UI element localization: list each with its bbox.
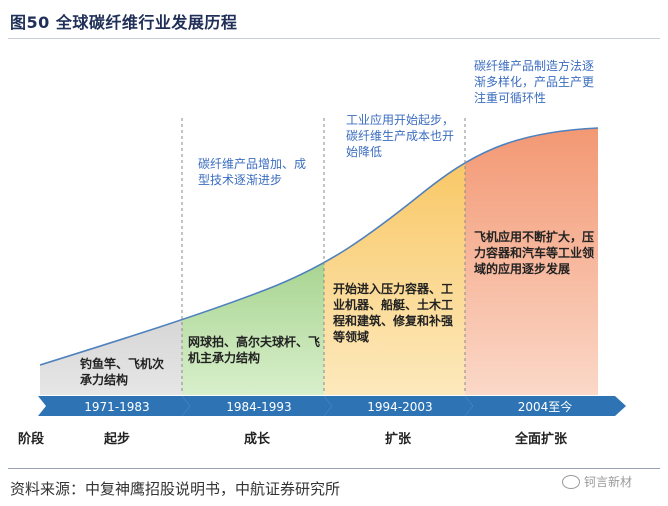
phase4-top-note: 碳纤维产品制造方法逐渐多样化，产品生产更注重可循环性 <box>474 59 595 105</box>
phase4-note: 飞机应用不断扩大，压力容器和汽车等工业领域的应用逐步发展 <box>474 230 595 276</box>
phase3-note: 开始进入压力容器、工业机器、船艇、土木工程和建筑、修复和补强等领域 <box>333 282 454 344</box>
growth-curve <box>39 127 599 366</box>
period-label-4: 2004至今 <box>518 399 573 414</box>
phase3-top-note: 工业应用开始起步，碳纤维生产成本也开始降低 <box>346 113 455 159</box>
period-arrow-4 <box>465 396 626 416</box>
page-title: 图50 全球碳纤维行业发展历程 <box>10 13 238 32</box>
stage-row-label: 阶段 <box>18 432 45 447</box>
footer-divider <box>8 468 660 469</box>
stage-label-3: 扩张 <box>385 432 412 447</box>
phase2-top-note: 碳纤维产品增加、成型技术逐渐进步 <box>198 157 307 187</box>
source-note: 资料来源：中复神鹰招股说明书，中航证券研究所 <box>10 480 341 498</box>
period-arrow-2 <box>182 396 332 416</box>
stage-label-4: 全面扩张 <box>515 432 568 447</box>
phase4-area <box>465 128 598 395</box>
phase1-area <box>40 128 182 395</box>
stage-label-2: 成长 <box>244 432 271 447</box>
stage-label-1: 起步 <box>104 432 131 447</box>
phase1-note: 钓鱼竿、飞机次承力结构 <box>80 357 165 387</box>
chat-bubble-icon <box>562 474 580 489</box>
watermark-text: 钶言新材 <box>584 475 633 489</box>
period-arrow-3 <box>324 396 473 416</box>
phase2-note: 网球拍、高尔夫球杆、飞机主承力结构 <box>188 335 321 365</box>
watermark: 钶言新材 <box>562 473 632 490</box>
period-label-3: 1994-2003 <box>367 400 432 414</box>
period-label-2: 1984-1993 <box>226 400 291 414</box>
period-label-1: 1971-1983 <box>84 400 149 414</box>
title-divider <box>8 38 660 39</box>
period-arrow-1 <box>38 396 190 416</box>
